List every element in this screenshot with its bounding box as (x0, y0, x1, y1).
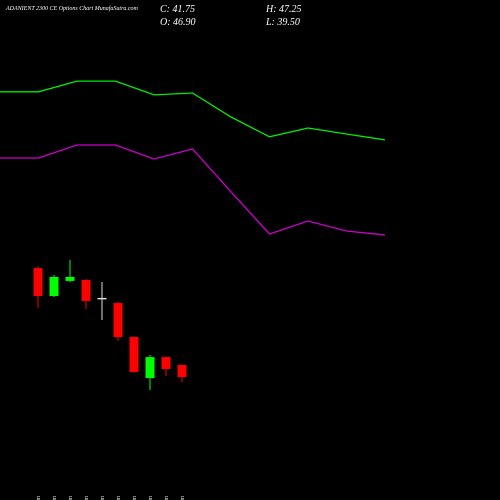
x-tick-label: 02 Jan (52, 496, 58, 500)
candle-body (65, 276, 75, 281)
x-tick-label: 09 Jan (132, 496, 138, 500)
x-tick-label: 14 Jan (179, 496, 186, 500)
candle-body (33, 268, 43, 297)
candle-body (81, 279, 91, 301)
x-tick-label: 13 Jan (164, 496, 170, 500)
high-info: H: 47.25 (265, 4, 302, 15)
chart-title: ADANIENT 2300 CE Options Chart MunafaSut… (5, 5, 139, 12)
candle-body (113, 303, 123, 338)
indicator-line (0, 80, 386, 141)
candle-body (129, 337, 139, 373)
x-tick-label: 01 Jan (36, 496, 42, 500)
open-info: O: 46.90 (160, 17, 196, 28)
x-tick-label: 07 Jan (100, 496, 106, 500)
x-tick-label: 03 Jan (68, 496, 74, 500)
low-info: L: 39.50 (265, 17, 300, 28)
candle-body (145, 357, 155, 379)
x-tick-label: 06 Jan (84, 496, 90, 500)
indicator-line (0, 144, 386, 236)
candle-body (97, 297, 107, 300)
candle-body (161, 357, 171, 369)
x-tick-label: 08 Jan (116, 496, 122, 500)
candle-body (49, 276, 59, 297)
candle-body (177, 365, 187, 378)
x-tick-label: 10 Jan (148, 496, 154, 500)
close-info: C: 41.75 (160, 4, 195, 15)
